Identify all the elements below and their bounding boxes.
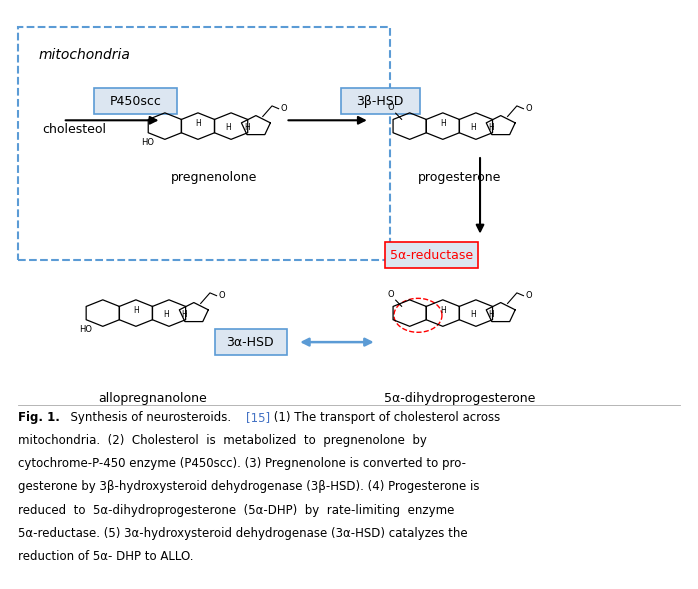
Text: Synthesis of neurosteroids.: Synthesis of neurosteroids. (63, 411, 235, 423)
Text: 5α-dihydroprogesterone: 5α-dihydroprogesterone (384, 392, 535, 405)
Text: H: H (195, 119, 201, 128)
Text: O: O (525, 104, 532, 112)
Text: progesterone: progesterone (417, 171, 501, 184)
Text: O: O (525, 290, 532, 300)
Text: mitochondria.  (2)  Cholesterol  is  metabolized  to  pregnenolone  by: mitochondria. (2) Cholesterol is metabol… (18, 434, 427, 447)
Text: 3α-HSD: 3α-HSD (227, 336, 274, 349)
FancyBboxPatch shape (385, 241, 478, 269)
Text: H: H (181, 310, 188, 319)
Text: P450scc: P450scc (110, 95, 161, 108)
Text: HO: HO (80, 325, 92, 334)
FancyBboxPatch shape (341, 88, 420, 114)
Text: allopregnanolone: allopregnanolone (98, 392, 207, 405)
Text: H: H (440, 119, 445, 128)
Text: H: H (133, 306, 139, 315)
Text: 5α-reductase: 5α-reductase (389, 249, 473, 262)
Text: H: H (440, 306, 445, 315)
Text: H: H (489, 310, 494, 319)
Text: [15]: [15] (246, 411, 269, 423)
Text: 3β-HSD: 3β-HSD (357, 95, 403, 108)
Text: 5α-reductase. (5) 3α-hydroxysteroid dehydrogenase (3α-HSD) catalyzes the: 5α-reductase. (5) 3α-hydroxysteroid dehy… (18, 527, 468, 540)
Text: HO: HO (141, 138, 154, 147)
Text: O: O (387, 103, 394, 112)
Text: cytochrome-P-450 enzyme (P450scc). (3) Pregnenolone is converted to pro-: cytochrome-P-450 enzyme (P450scc). (3) P… (18, 457, 466, 470)
Text: H: H (489, 123, 494, 132)
Text: Fig. 1.: Fig. 1. (18, 411, 60, 423)
Text: H: H (225, 123, 231, 132)
Text: H: H (470, 310, 476, 319)
Text: H: H (163, 310, 169, 319)
Text: pregnenolone: pregnenolone (171, 171, 258, 184)
Text: H: H (244, 123, 249, 132)
Text: O: O (218, 290, 225, 300)
Text: O: O (387, 290, 394, 299)
Text: (1) The transport of cholesterol across: (1) The transport of cholesterol across (269, 411, 500, 423)
Text: O: O (281, 104, 287, 112)
Text: gesterone by 3β-hydroxysteroid dehydrogenase (3β-HSD). (4) Progesterone is: gesterone by 3β-hydroxysteroid dehydroge… (18, 480, 480, 494)
Text: mitochondria: mitochondria (38, 48, 131, 62)
Text: cholesteol: cholesteol (42, 123, 106, 135)
Text: reduced  to  5α-dihydroprogesterone  (5α-DHP)  by  rate-limiting  enzyme: reduced to 5α-dihydroprogesterone (5α-DH… (18, 504, 454, 517)
Text: H: H (470, 123, 476, 132)
Text: reduction of 5α- DHP to ALLO.: reduction of 5α- DHP to ALLO. (18, 550, 193, 563)
FancyBboxPatch shape (214, 329, 287, 356)
FancyBboxPatch shape (94, 88, 177, 114)
